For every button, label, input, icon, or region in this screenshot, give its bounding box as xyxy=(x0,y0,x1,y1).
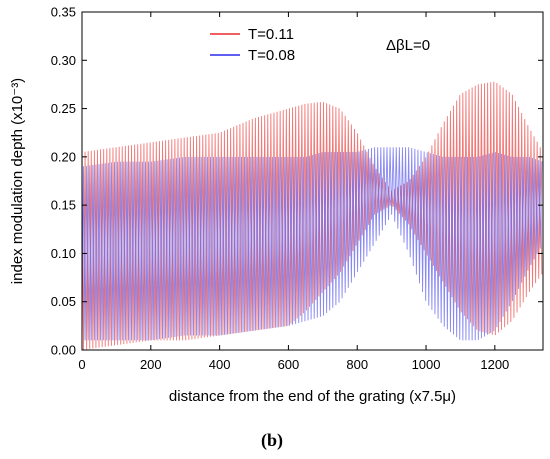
legend: T=0.11 T=0.08 xyxy=(210,26,295,64)
panel-label: (b) xyxy=(261,430,283,451)
x-tick-label: 1000 xyxy=(412,357,441,372)
x-tick-label: 400 xyxy=(209,357,231,372)
plot-frame xyxy=(81,11,544,351)
y-tick-label: 0.30 xyxy=(51,53,76,68)
x-tick-label: 0 xyxy=(78,357,85,372)
y-tick-label: 0.00 xyxy=(51,343,76,358)
legend-label-t008: T=0.08 xyxy=(248,47,295,64)
y-tick-label: 0.35 xyxy=(51,5,76,20)
x-axis-label: distance from the end of the grating (x7… xyxy=(169,388,456,405)
y-tick-label: 0.05 xyxy=(51,294,76,309)
series-line-t008 xyxy=(81,147,543,341)
y-axis-label: index modulation depth (x10⁻³) xyxy=(9,78,26,284)
x-tick-label: 600 xyxy=(278,357,300,372)
delta-beta-annotation: ΔβL=0 xyxy=(386,37,430,54)
x-tick-label: 1200 xyxy=(480,357,509,372)
y-tick-label: 0.25 xyxy=(51,101,76,116)
y-tick-label: 0.10 xyxy=(51,246,76,261)
x-tick-label: 200 xyxy=(140,357,162,372)
y-tick-label: 0.15 xyxy=(51,198,76,213)
y-tick-label: 0.20 xyxy=(51,149,76,164)
x-tick-label: 800 xyxy=(346,357,368,372)
legend-label-t011: T=0.11 xyxy=(248,26,294,43)
